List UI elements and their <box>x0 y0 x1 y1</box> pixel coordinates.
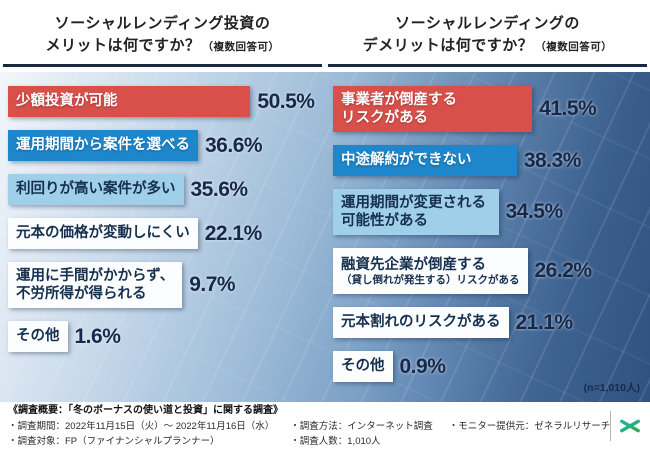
survey-detail-item: ・調査人数：1,010人 <box>290 435 381 447</box>
survey-detail-item: ・調査方法：インターネット調査 <box>290 421 433 433</box>
bar: その他 <box>333 351 393 382</box>
bar-percent: 36.6% <box>205 133 263 157</box>
bar-row: 運用期間から案件を選べる 36.6% <box>8 130 263 161</box>
bar-percent: 1.6% <box>74 324 121 348</box>
chart-title: ソーシャルレンディングの <box>395 15 580 32</box>
bar-row: 元本の価格が変動しにくい 22.1% <box>8 218 262 249</box>
bar-percent: 0.9% <box>399 354 446 378</box>
chart-title-note: （複数回答可） <box>535 40 613 53</box>
chart-column-0: 少額投資が可能 50.5% 運用期間から案件を選べる 36.6% 利回りが高い案件が多い… <box>0 72 325 402</box>
chart-area: 少額投資が可能 50.5% 運用期間から案件を選べる 36.6% 利回りが高い案件が多い… <box>0 72 650 402</box>
bar-row: 少額投資が可能 50.5% <box>8 86 315 117</box>
logo-divider <box>610 411 612 441</box>
bar-row: 融資先企業が倒産する （貸し倒れが発生する）リスクがある 26.2% <box>333 248 592 294</box>
chart-columns: 少額投資が可能 50.5% 運用期間から案件を選べる 36.6% 利回りが高い案件が多い… <box>0 72 650 402</box>
bar-row: その他 0.9% <box>333 351 446 382</box>
bar-label: 運用に手間がかからず、 不労所得が得られる <box>16 267 175 302</box>
sample-size-note: (n=1,010人) <box>583 382 640 394</box>
chart-title-note: （複数回答可） <box>202 40 280 53</box>
chart-header-demerits: ソーシャルレンディングの デメリットは何ですか？ （複数回答可） <box>325 0 650 72</box>
bar-label: 元本割れのリスクがある <box>341 314 501 331</box>
bar: 運用期間から案件を選べる <box>8 130 198 161</box>
survey-detail-item: ・調査対象：FP（ファイナンシャルプランナー） <box>8 435 220 447</box>
bar: その他 <box>8 321 68 352</box>
bar-row: 中途解約ができない 38.3% <box>333 145 581 176</box>
chart-title: ソーシャルレンディング投資の <box>54 15 271 32</box>
survey-overview-title: 《調査概要：「冬のボーナスの使い道と投資」に関する調査》 <box>8 405 283 417</box>
bar-label: 融資先企業が倒産する <box>341 256 486 273</box>
survey-info: 《調査概要：「冬のボーナスの使い道と投資」に関する調査》 ・調査期間：2022年… <box>8 404 610 448</box>
bar-label: 運用期間が変更される 可能性がある <box>341 194 486 229</box>
bar-row: 運用に手間がかからず、 不労所得が得られる 9.7% <box>8 262 236 308</box>
bar-percent: 34.5% <box>505 200 564 223</box>
bar: 運用期間が変更される 可能性がある <box>333 189 499 235</box>
chart-title-text: デメリットは何ですか？ <box>362 36 534 54</box>
bar-label-sub: （貸し倒れが発生する）リスクがある <box>341 273 520 286</box>
bar-label: 事業者が倒産する リスクがある <box>341 91 457 126</box>
chart-title: デメリットは何ですか？ （複数回答可） <box>325 35 650 57</box>
bar-row: その他 1.6% <box>8 321 121 352</box>
bar-percent: 38.3% <box>523 148 582 172</box>
header-band: ソーシャルレンディング投資の メリットは何ですか？ （複数回答可） ソーシャルレン… <box>0 0 650 72</box>
survey-detail-item: ・調査期間：2022年11月15日（火）〜 2022年11月16日（水） <box>8 421 275 433</box>
chart-title-text: メリットは何ですか？ <box>45 36 201 54</box>
bar: 元本の価格が変動しにくい <box>8 218 198 249</box>
bar-row: 運用期間が変更される 可能性がある 34.5% <box>333 189 563 235</box>
bar: 利回りが高い案件が多い <box>8 174 184 205</box>
bar-row: 元本割れのリスクがある 21.1% <box>333 307 573 338</box>
survey-details: ・調査期間：2022年11月15日（火）〜 2022年11月16日（水） ・調査対… <box>8 420 610 448</box>
chart-column-1: 事業者が倒産する リスクがある 41.5% 中途解約ができない 38.3% 運用期間が変… <box>325 72 650 402</box>
bar: 少額投資が可能 <box>8 86 251 117</box>
bar-label: その他 <box>341 358 385 375</box>
bar-label: 中途解約ができない <box>341 152 472 169</box>
bar: 運用に手間がかからず、 不労所得が得られる <box>8 262 183 308</box>
bar-percent: 26.2% <box>534 259 593 282</box>
bar: 中途解約ができない <box>333 145 517 176</box>
header-underline <box>328 64 647 67</box>
bar: 事業者が倒産する リスクがある <box>333 86 533 132</box>
bar-percent: 21.1% <box>515 310 574 334</box>
lendex-logo-icon <box>620 415 641 437</box>
chart-title: メリットは何ですか？ （複数回答可） <box>0 35 325 57</box>
header-underline <box>3 64 322 67</box>
survey-detail-item: ・モニター提供元：ゼネラルリサーチ <box>448 421 611 433</box>
bar-label: 運用期間から案件を選べる <box>16 137 190 154</box>
bar-percent: 22.1% <box>204 221 263 245</box>
bar-label: 元本の価格が変動しにくい <box>16 225 190 242</box>
chart-header-merits: ソーシャルレンディング投資の メリットは何ですか？ （複数回答可） <box>0 0 325 72</box>
bar-row: 事業者が倒産する リスクがある 41.5% <box>333 86 597 132</box>
bar-label: 利回りが高い案件が多い <box>16 181 176 198</box>
bar: 融資先企業が倒産する （貸し倒れが発生する）リスクがある <box>333 248 528 294</box>
footer: 《調査概要：「冬のボーナスの使い道と投資」に関する調査》 ・調査期間：2022年… <box>0 402 650 450</box>
bar-percent: 35.6% <box>190 177 249 201</box>
bar-percent: 41.5% <box>539 97 597 120</box>
bar: 元本割れのリスクがある <box>333 307 509 338</box>
bar-label: その他 <box>16 328 60 345</box>
bar-row: 利回りが高い案件が多い 35.6% <box>8 174 248 205</box>
bar-label: 少額投資が可能 <box>16 93 118 110</box>
bar-percent: 50.5% <box>257 89 315 113</box>
lendex-logo: LENDEX <box>610 411 650 441</box>
bar-percent: 9.7% <box>189 273 236 296</box>
